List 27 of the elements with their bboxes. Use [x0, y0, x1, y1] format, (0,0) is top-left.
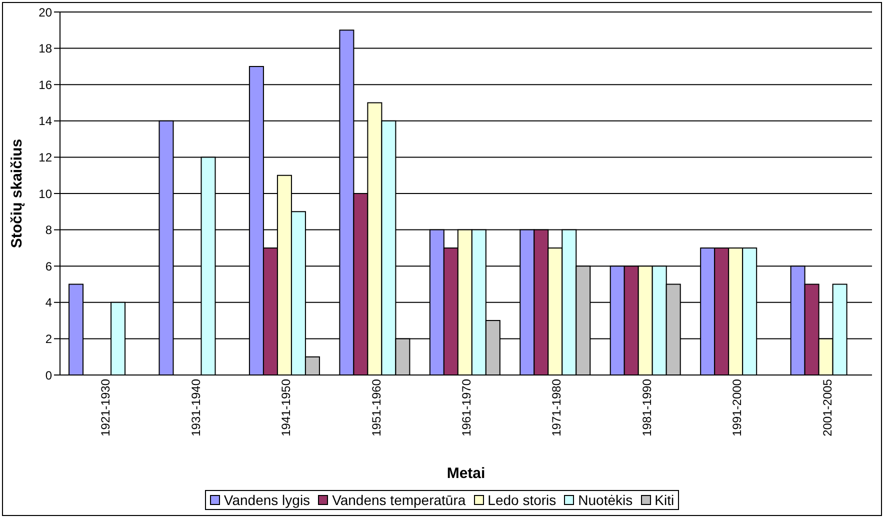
y-tick-label: 16	[38, 78, 52, 92]
legend-label: Ledo storis	[488, 492, 556, 508]
y-axis-title: Stočių skaičius	[8, 138, 26, 248]
x-tick-label: 1961-1970	[460, 378, 474, 436]
x-tick-label: 1991-2000	[730, 378, 744, 436]
x-tick-label: 1921-1930	[98, 378, 113, 436]
legend-label: Vandens temperatūra	[332, 492, 466, 508]
x-axis-title: Metai	[446, 465, 486, 482]
y-tick-label: 6	[45, 259, 52, 274]
y-tick-label: 2	[45, 332, 52, 346]
x-tick-label: 1971-1980	[550, 378, 564, 436]
x-tick-label: 1931-1940	[188, 378, 203, 436]
x-tick-label: 2001-2005	[820, 378, 834, 436]
y-tick-label: 14	[38, 114, 52, 128]
y-tick-label: 18	[38, 42, 52, 56]
legend-label: Kiti	[654, 492, 674, 508]
y-tick-label: 4	[45, 296, 52, 310]
x-tick-label: 1941-1950	[279, 378, 294, 436]
y-tick-label: 12	[38, 150, 52, 164]
y-tick-label: 8	[45, 223, 52, 238]
legend-label: Vandens lygis	[224, 492, 310, 508]
y-tick-label: 20	[38, 5, 52, 20]
legend-label: Nuotėkis	[578, 492, 633, 508]
y-tick-label: 0	[45, 368, 52, 382]
x-tick-label: 1951-1960	[369, 378, 384, 436]
y-tick-label: 10	[38, 186, 52, 201]
x-tick-label: 1981-1990	[640, 378, 654, 436]
